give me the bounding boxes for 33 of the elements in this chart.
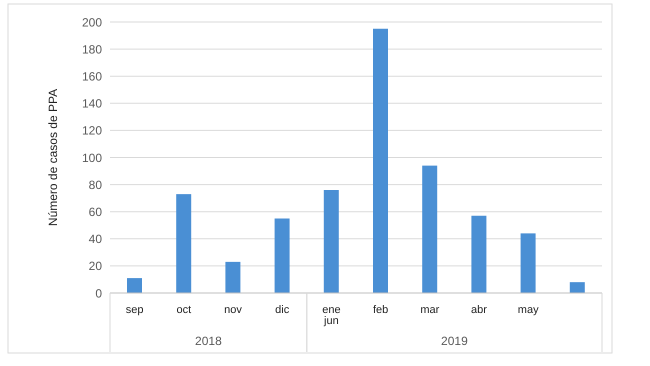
y-axis-title: Número de casos de PPA [46,88,60,226]
x-tick-label: dic [275,304,290,316]
x-tick-label: nov [224,304,242,316]
bar [373,28,388,293]
y-tick-label: 100 [82,150,102,165]
bar [176,194,192,293]
y-tick-label: 0 [95,286,102,300]
y-tick-label: 80 [88,178,102,192]
y-tick-label: 20 [88,259,102,274]
x-tick-label: feb [372,304,388,316]
bar [274,218,290,293]
bar [324,190,339,293]
bar [225,262,240,293]
y-tick-label: 120 [82,124,102,138]
x-tick-label: ene jun [322,304,341,327]
bar [520,233,536,293]
x-tick-label: may [518,304,540,316]
text: 2018 [195,334,222,348]
y-tick-label: 40 [88,232,102,246]
y-tick-label: 60 [88,204,102,219]
y-tick-label: 180 [82,42,102,56]
x-tick-label: oct [176,304,192,316]
x-tick-label: mar [420,304,440,316]
bar [471,216,486,293]
bar [422,166,438,293]
y-tick-label: 160 [82,69,102,84]
x-tick-label: abr [471,304,488,316]
y-tick-label: 200 [82,15,102,30]
x-tick-label: sep [126,304,144,316]
text: 2019 [441,334,468,348]
y-tick-label: 140 [82,96,102,111]
bar [570,282,585,293]
bar [127,278,142,293]
